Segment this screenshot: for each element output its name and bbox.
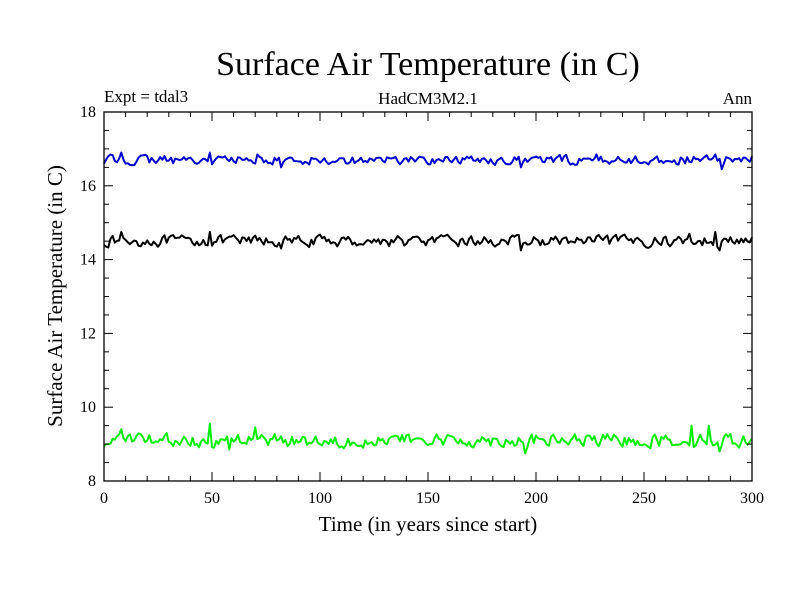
subtitle-left: Expt = tdal3 <box>104 87 188 106</box>
series-line-lower <box>103 422 753 455</box>
x-tick-label: 100 <box>308 490 332 507</box>
y-tick-label: 14 <box>80 252 96 269</box>
y-tick-label: 18 <box>80 104 96 121</box>
chart-title: Surface Air Temperature (in C) <box>216 46 640 83</box>
series-layer <box>103 151 753 455</box>
y-tick-label: 10 <box>80 399 96 416</box>
x-tick-label: 0 <box>100 490 108 507</box>
y-tick-label: 16 <box>80 178 96 195</box>
x-tick-label: 150 <box>416 490 440 507</box>
plot-frame <box>103 111 753 482</box>
subtitle-right: Ann <box>723 89 753 108</box>
series-line-global <box>103 230 753 252</box>
y-tick-label: 8 <box>88 473 96 490</box>
series-line-upper <box>103 151 753 171</box>
x-tick-label: 200 <box>524 490 548 507</box>
y-axis-label: Surface Air Temperature (in C) <box>43 165 67 427</box>
axes-layer: 0 50 100 150 200 250 300 8 10 12 14 16 18 <box>80 104 764 507</box>
x-axis-label: Time (in years since start) <box>319 512 538 536</box>
subtitle-center: HadCM3M2.1 <box>378 89 478 108</box>
x-tick-label: 50 <box>204 490 220 507</box>
x-tick-label: 300 <box>740 490 764 507</box>
y-tick-label: 12 <box>80 325 96 342</box>
x-tick-label: 250 <box>632 490 656 507</box>
